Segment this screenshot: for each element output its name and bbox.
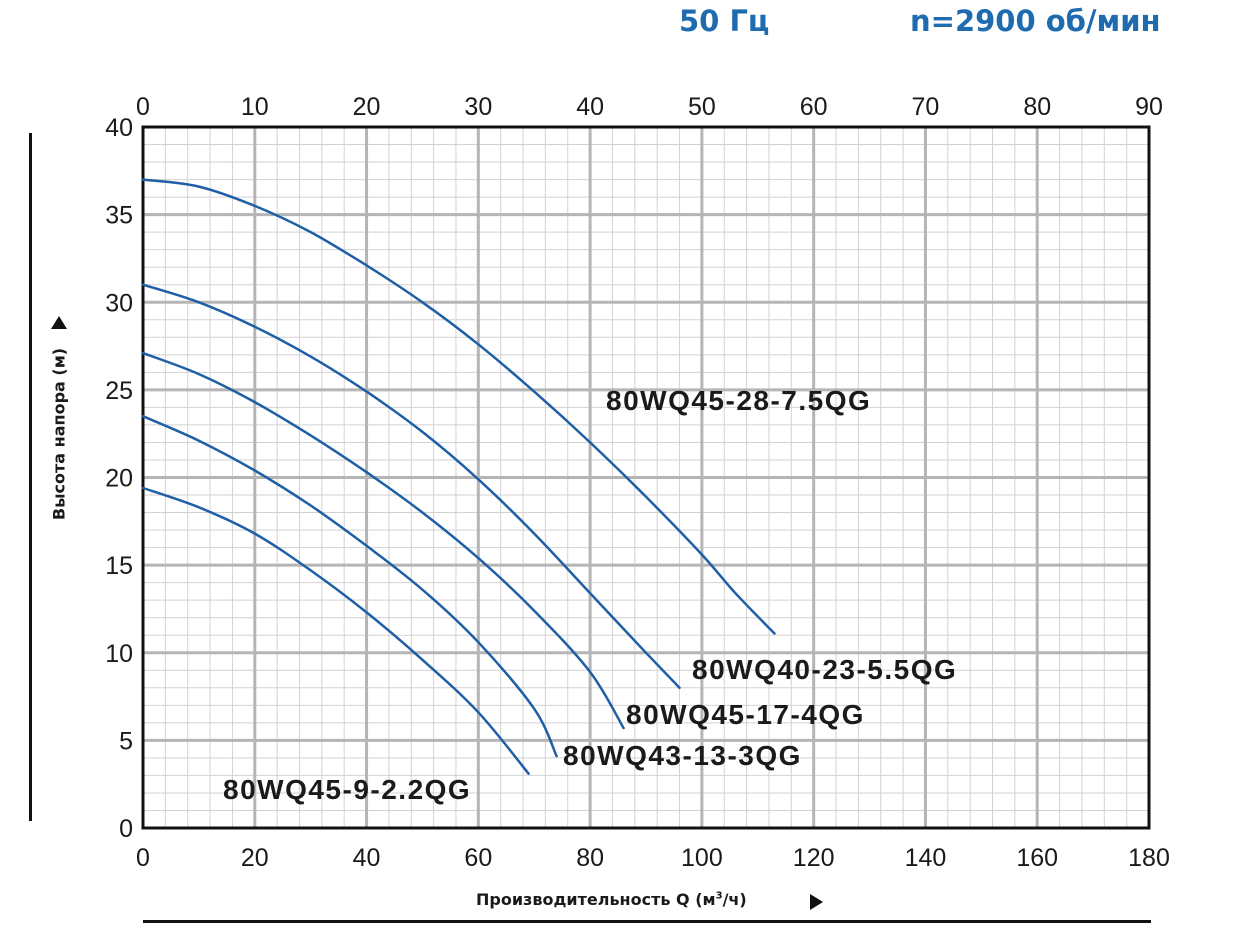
x-bottom-tick-label: 80 (576, 844, 604, 872)
x-top-tick-label: 40 (576, 93, 604, 121)
series-curve-80WQ45-28-7.5QG (141, 178, 776, 635)
x-bottom-tick-label: 0 (136, 844, 150, 872)
y-axis-arrow-icon (51, 316, 67, 329)
x-axis-label-main: Производительность Q (м (476, 890, 716, 909)
x-top-tick-label: 50 (688, 93, 716, 121)
series-label: 80WQ45-9-2.2QG (223, 774, 471, 805)
speed-header: n=2900 об/мин (910, 4, 1161, 38)
x-top-tick-label: 10 (241, 93, 269, 121)
x-top-tick-label: 80 (1023, 93, 1051, 121)
series-curve-80WQ40-23-5.5QG (141, 283, 681, 690)
x-top-tick-label: 30 (464, 93, 492, 121)
y-tick-label: 20 (105, 465, 133, 493)
y-tick-label: 15 (105, 552, 133, 580)
left-rule (29, 133, 32, 821)
y-tick-label: 5 (119, 727, 133, 755)
bottom-rule (143, 920, 1151, 923)
x-axis-arrow-icon (810, 894, 823, 910)
x-bottom-tick-label: 160 (1016, 844, 1058, 872)
y-tick-label: 0 (119, 815, 133, 843)
x-top-tick-label: 90 (1135, 93, 1163, 121)
frequency-header: 50 Гц (679, 4, 770, 38)
x-bottom-tick-label: 40 (353, 844, 381, 872)
series-curve-80WQ45-9-2.2QG (141, 486, 530, 775)
x-top-tick-label: 60 (800, 93, 828, 121)
y-tick-label: 10 (105, 640, 133, 668)
x-axis-label-sup: 3 (715, 890, 723, 902)
x-top-tick-label: 20 (353, 93, 381, 121)
series-label: 80WQ45-17-4QG (626, 699, 865, 730)
x-bottom-tick-label: 20 (241, 844, 269, 872)
plot-frame (141, 125, 1151, 830)
x-top-tick-label: 0 (136, 93, 150, 121)
x-top-tick-label: 70 (912, 93, 940, 121)
y-tick-label: 35 (105, 202, 133, 230)
x-bottom-tick-label: 140 (905, 844, 947, 872)
series-curve-80WQ45-17-4QG (141, 351, 625, 730)
x-bottom-tick-label: 100 (681, 844, 723, 872)
y-tick-label: 25 (105, 377, 133, 405)
y-tick-label: 40 (105, 114, 133, 142)
series-label: 80WQ43-13-3QG (563, 740, 802, 771)
series-curve-80WQ43-13-3QG (141, 414, 558, 758)
x-bottom-tick-label: 180 (1128, 844, 1170, 872)
series-label: 80WQ40-23-5.5QG (692, 654, 957, 685)
y-tick-label: 30 (105, 289, 133, 317)
x-axis-label-tail: /ч) (722, 890, 747, 909)
x-bottom-tick-label: 60 (464, 844, 492, 872)
x-bottom-tick-label: 120 (793, 844, 835, 872)
series-label: 80WQ45-28-7.5QG (606, 385, 871, 416)
x-axis-label: Производительность Q (м3/ч) (476, 890, 747, 909)
